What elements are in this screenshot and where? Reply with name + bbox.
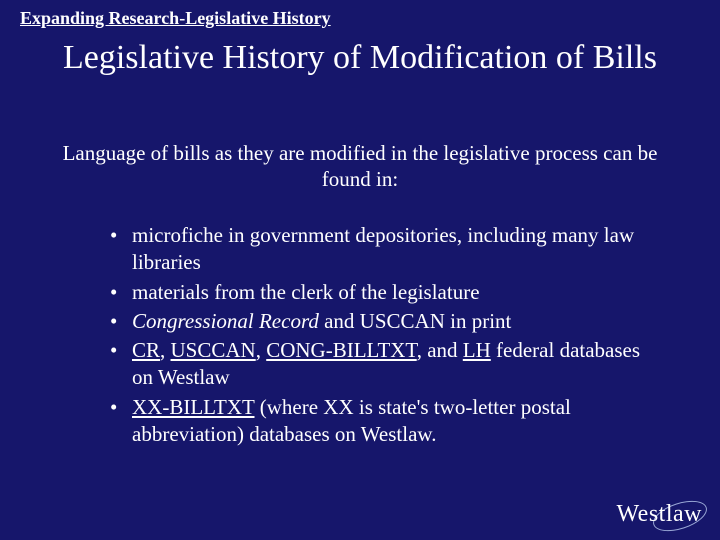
text-segment: LH [463,338,491,362]
text-segment: USCCAN [171,338,256,362]
text-segment: CR [132,338,160,362]
text-segment: XX-BILLTXT [132,395,255,419]
bullet-item: materials from the clerk of the legislat… [110,279,660,306]
slide-header-label: Expanding Research-Legislative History [20,8,331,29]
text-segment: and USCCAN in print [319,309,512,333]
westlaw-logo: Westlaw [616,501,702,528]
text-segment: materials from the clerk of the legislat… [132,280,480,304]
slide-title: Legislative History of Modification of B… [0,38,720,77]
text-segment: microfiche in government depositories, i… [132,223,634,274]
bullet-item: CR, USCCAN, CONG-BILLTXT, and LH federal… [110,337,660,392]
bullet-item: Congressional Record and USCCAN in print [110,308,660,335]
text-segment: CONG-BILLTXT [266,338,417,362]
text-segment: , and [417,338,463,362]
text-segment: Congressional Record [132,309,319,333]
bullet-list: microfiche in government depositories, i… [110,222,660,450]
bullet-item: XX-BILLTXT (where XX is state's two-lett… [110,394,660,449]
text-segment: , [160,338,171,362]
logo-text: Westlaw [616,501,702,527]
slide-subtitle: Language of bills as they are modified i… [50,140,670,193]
bullet-item: microfiche in government depositories, i… [110,222,660,277]
text-segment: , [256,338,267,362]
